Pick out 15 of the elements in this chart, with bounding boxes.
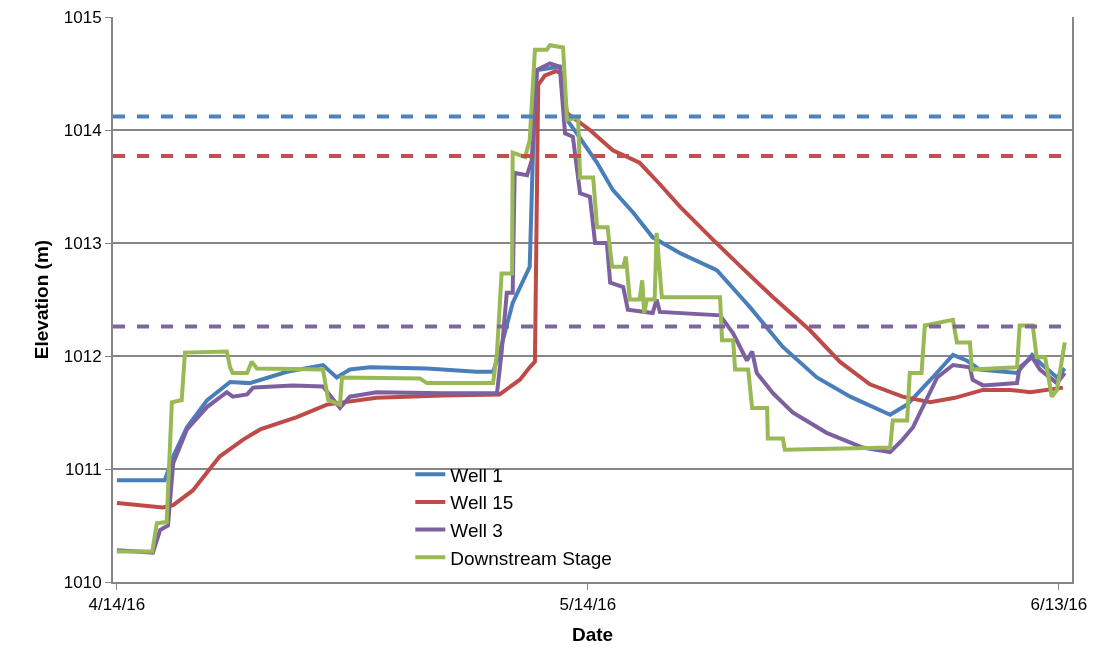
x-axis-title: Date [571, 623, 614, 645]
y-tick-label: 1013 [63, 233, 102, 253]
y-axis-title: Elevation (m) [31, 239, 53, 360]
x-tick-label: 4/14/16 [88, 595, 146, 615]
legend-label: Well 1 [450, 464, 503, 486]
legend-label: Well 15 [450, 492, 514, 514]
x-tick-label: 6/13/16 [1030, 595, 1088, 615]
y-tick-label: 1015 [63, 7, 102, 27]
legend-label: Well 3 [450, 520, 503, 542]
legend-label: Downstream Stage [450, 547, 612, 569]
y-tick-label: 1010 [63, 572, 102, 592]
y-tick-label: 1011 [65, 459, 102, 479]
y-tick-label: 1014 [63, 120, 102, 140]
x-tick-label: 5/14/16 [559, 595, 617, 615]
y-tick-label: 1012 [63, 346, 102, 366]
